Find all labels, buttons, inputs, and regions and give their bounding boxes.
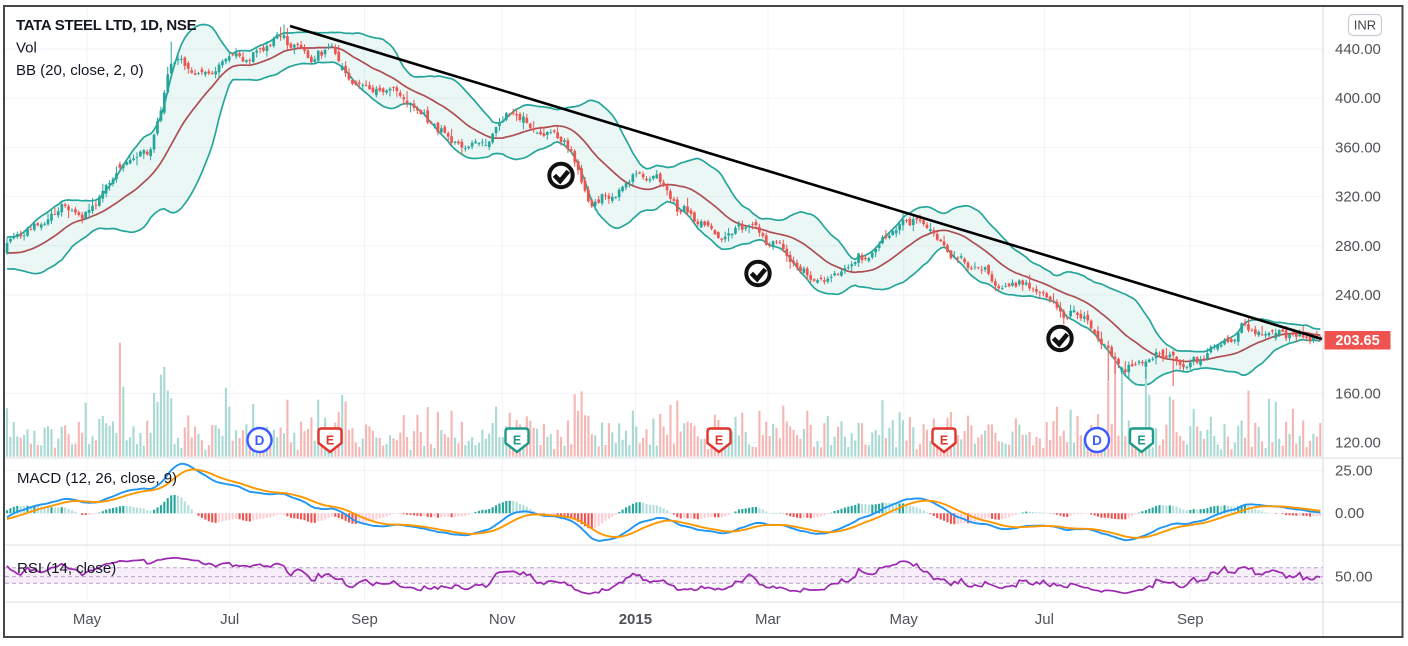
svg-text:RSI (14, close): RSI (14, close) — [17, 560, 116, 577]
svg-text:440.00: 440.00 — [1335, 41, 1381, 58]
svg-text:MACD (12, 26, close, 9): MACD (12, 26, close, 9) — [17, 470, 177, 487]
svg-text:320.00: 320.00 — [1335, 189, 1381, 206]
svg-text:BB (20, close, 2, 0): BB (20, close, 2, 0) — [16, 62, 144, 79]
svg-text:E: E — [1137, 434, 1145, 448]
svg-text:May: May — [73, 611, 102, 628]
svg-text:0.00: 0.00 — [1335, 505, 1364, 522]
svg-text:Mar: Mar — [755, 611, 781, 628]
svg-text:Jul: Jul — [220, 611, 239, 628]
svg-text:203.65: 203.65 — [1335, 333, 1379, 349]
svg-text:400.00: 400.00 — [1335, 90, 1381, 107]
svg-text:160.00: 160.00 — [1335, 385, 1381, 402]
svg-text:Sep: Sep — [351, 611, 378, 628]
svg-text:2015: 2015 — [619, 611, 652, 628]
svg-text:Jul: Jul — [1035, 611, 1054, 628]
svg-text:50.00: 50.00 — [1335, 569, 1373, 586]
svg-text:E: E — [326, 434, 334, 448]
svg-text:120.00: 120.00 — [1335, 435, 1381, 452]
svg-text:E: E — [715, 434, 723, 448]
svg-text:360.00: 360.00 — [1335, 139, 1381, 156]
svg-text:May: May — [890, 611, 919, 628]
svg-text:D: D — [255, 433, 265, 448]
svg-text:Vol: Vol — [16, 40, 37, 57]
svg-text:INR: INR — [1354, 18, 1376, 33]
svg-text:TATA STEEL LTD, 1D, NSE: TATA STEEL LTD, 1D, NSE — [16, 17, 197, 34]
svg-text:25.00: 25.00 — [1335, 462, 1373, 479]
svg-text:E: E — [513, 434, 521, 448]
svg-text:240.00: 240.00 — [1335, 287, 1381, 304]
svg-text:Nov: Nov — [489, 611, 516, 628]
svg-text:280.00: 280.00 — [1335, 238, 1381, 255]
svg-text:D: D — [1092, 433, 1102, 448]
svg-text:E: E — [940, 434, 948, 448]
svg-text:Sep: Sep — [1177, 611, 1204, 628]
